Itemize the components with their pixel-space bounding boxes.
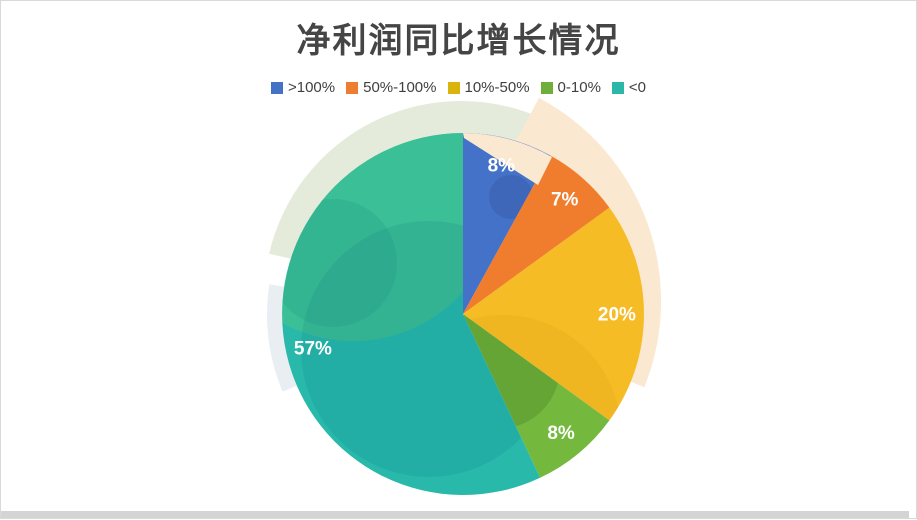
pie-texture-overlay <box>282 133 501 341</box>
chart-title: 净利润同比增长情况 <box>296 22 621 60</box>
pie-label-gt100: 8% <box>488 156 516 177</box>
legend-item-gt100: >100% <box>270 79 336 96</box>
pie-slice-10-50 <box>463 207 644 421</box>
pie-slice-0-10 <box>463 314 610 478</box>
legend-label-lt0: <0 <box>628 79 647 96</box>
pie-label-50-100: 7% <box>551 189 579 210</box>
legend-item-10-50: 10%-50% <box>447 79 530 96</box>
pie-label-lt0: 57% <box>294 338 332 359</box>
pie-texture-overlay <box>463 315 621 421</box>
horizontal-scrollbar[interactable] <box>1 511 909 518</box>
legend-label-10-50: 10%-50% <box>464 79 530 96</box>
legend-item-0-10: 0-10% <box>540 79 601 96</box>
legend-item-50-100: 50%-100% <box>346 79 437 96</box>
pie-labels: 8% 7% 20% 8% 57% <box>294 156 636 445</box>
pie-slice-lt0 <box>282 133 541 495</box>
legend-label-50-100: 50%-100% <box>363 79 437 96</box>
decor-cream-overlap <box>463 133 552 185</box>
pie-slice-50-100 <box>463 155 610 314</box>
legend-label-gt100: >100% <box>287 79 336 96</box>
legend-swatch-lt0 <box>611 81 624 94</box>
legend-swatch-0-10 <box>540 81 553 94</box>
legend-item-lt0: <0 <box>611 79 647 96</box>
pie-label-10-50: 20% <box>598 305 636 326</box>
pie-slices <box>282 133 644 495</box>
legend-swatch-gt100 <box>270 81 283 94</box>
legend-swatch-50-100 <box>346 81 359 94</box>
chart-legend: >100% 50%-100% 10%-50% 0-10% <0 <box>1 79 916 96</box>
pie-label-0-10: 8% <box>547 423 575 444</box>
legend-swatch-10-50 <box>447 81 460 94</box>
legend-label-0-10: 0-10% <box>557 79 601 96</box>
